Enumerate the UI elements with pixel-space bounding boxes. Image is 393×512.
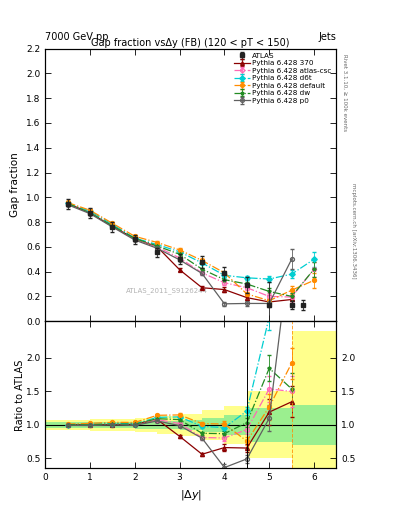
Text: mcplots.cern.ch [arXiv:1306.3436]: mcplots.cern.ch [arXiv:1306.3436]	[351, 183, 356, 278]
Title: Gap fraction vsΔy (FB) (120 < pT < 150): Gap fraction vsΔy (FB) (120 < pT < 150)	[91, 38, 290, 48]
Text: 7000 GeV pp: 7000 GeV pp	[45, 32, 109, 42]
Text: ATLAS_2011_S9126244: ATLAS_2011_S9126244	[127, 287, 208, 294]
Y-axis label: Ratio to ATLAS: Ratio to ATLAS	[15, 359, 25, 431]
Text: Rivet 3.1.10, ≥ 100k events: Rivet 3.1.10, ≥ 100k events	[342, 54, 347, 131]
Text: Jets: Jets	[318, 32, 336, 42]
Y-axis label: Gap fraction: Gap fraction	[10, 153, 20, 217]
X-axis label: $|\Delta y|$: $|\Delta y|$	[180, 488, 202, 502]
Legend: ATLAS, Pythia 6.428 370, Pythia 6.428 atlas-csc, Pythia 6.428 d6t, Pythia 6.428 : ATLAS, Pythia 6.428 370, Pythia 6.428 at…	[233, 51, 333, 105]
